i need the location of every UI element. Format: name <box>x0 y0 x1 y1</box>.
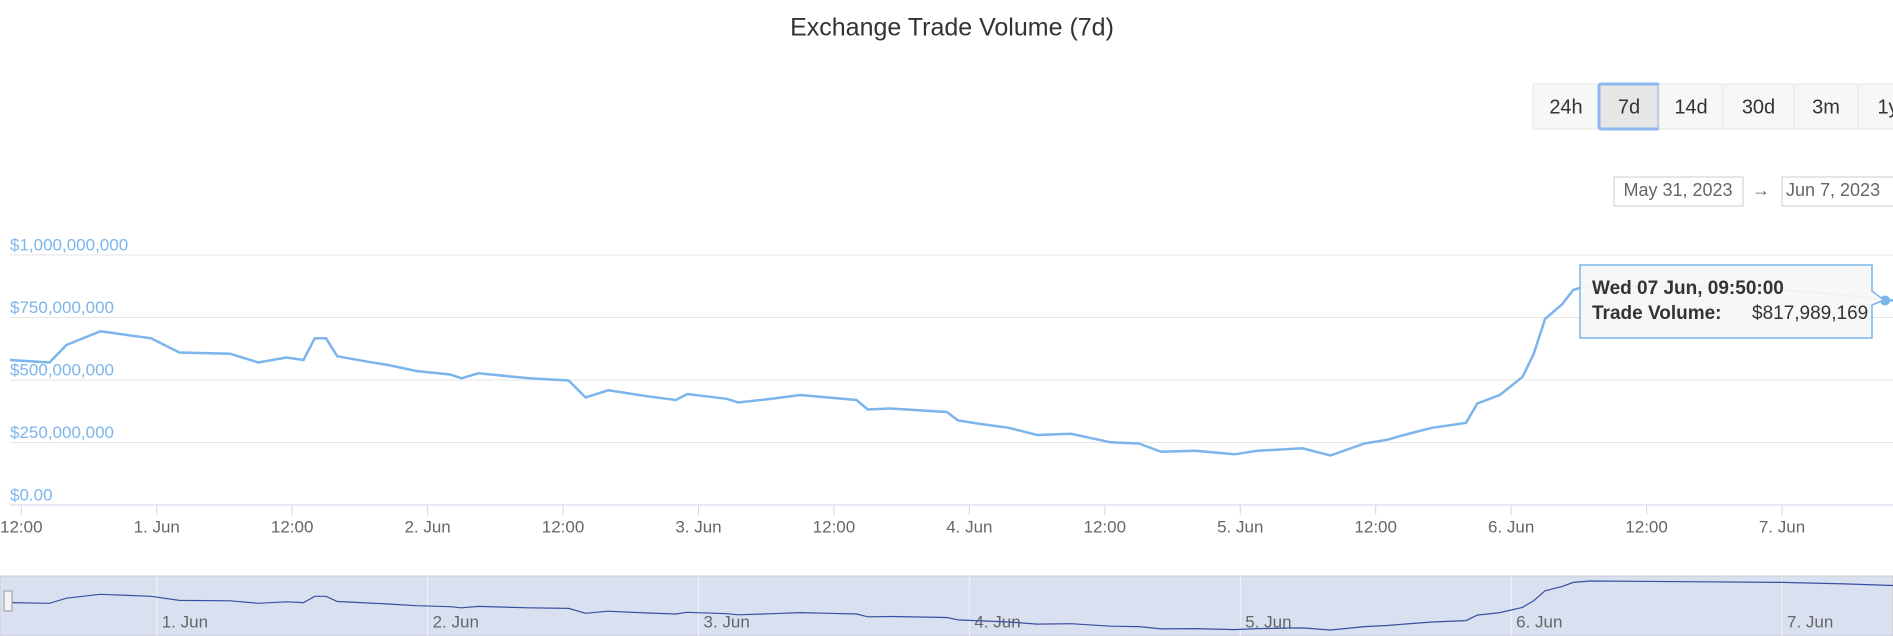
navigator-tick-label: 1. Jun <box>162 612 208 631</box>
y-tick-label: $250,000,000 <box>10 423 114 442</box>
range-button-label[interactable]: 24h <box>1549 96 1582 118</box>
range-button-label[interactable]: 30d <box>1742 96 1775 118</box>
date-input-to[interactable] <box>1781 176 1893 207</box>
x-tick-label: 12:00 <box>1625 517 1668 536</box>
x-tick-label: 4. Jun <box>946 517 992 536</box>
x-tick-label: 12:00 <box>542 517 585 536</box>
x-tick-label: 3. Jun <box>675 517 721 536</box>
date-arrow: → <box>1752 180 1770 200</box>
y-tick-label: $1,000,000,000 <box>10 235 128 254</box>
range-button-label[interactable]: 14d <box>1674 96 1707 118</box>
x-tick-label: 6. Jun <box>1488 517 1534 536</box>
navigator-tick-label: 3. Jun <box>703 612 749 631</box>
navigator-tick-label: 5. Jun <box>1245 612 1291 631</box>
navigator-background <box>0 575 1893 636</box>
x-tick-label: 2. Jun <box>404 517 450 536</box>
x-tick-label: 12:00 <box>1354 517 1397 536</box>
x-tick-label: 12:00 <box>0 517 43 536</box>
y-tick-label: $500,000,000 <box>10 360 114 379</box>
navigator-line <box>9 580 1893 631</box>
range-button-label[interactable]: 1y <box>1877 96 1893 118</box>
range-button[interactable] <box>1857 83 1893 130</box>
y-tick-label: $750,000,000 <box>10 298 114 317</box>
x-tick-label: 7. Jun <box>1759 517 1805 536</box>
navigator-tick-label: 7. Jun <box>1787 612 1833 631</box>
x-tick-label: 5. Jun <box>1217 517 1263 536</box>
tooltip-label: Trade Volume: <box>1592 303 1722 324</box>
date-from[interactable]: May 31, 2023 <box>1623 180 1732 200</box>
y-tick-label: $0.00 <box>10 485 53 504</box>
chart-title: Exchange Trade Volume (7d) <box>790 14 1114 42</box>
data-line <box>9 283 1893 457</box>
date-input-from[interactable] <box>1613 176 1744 207</box>
tooltip-box <box>1579 264 1886 339</box>
tooltip-value: $817,989,169 <box>1752 303 1868 324</box>
x-tick-label: 1. Jun <box>134 517 180 536</box>
range-button-label[interactable]: 3m <box>1812 96 1840 118</box>
navigator-tick-label: 6. Jun <box>1516 612 1562 631</box>
navigator-handle[interactable] <box>3 590 13 612</box>
tooltip-title: Wed 07 Jun, 09:50:00 <box>1592 278 1784 299</box>
x-tick-label: 12:00 <box>813 517 856 536</box>
navigator-tick-label: 2. Jun <box>433 612 479 631</box>
x-tick-label: 12:00 <box>1084 517 1127 536</box>
date-to[interactable]: Jun 7, 2023 <box>1786 180 1880 200</box>
x-tick-label: 12:00 <box>271 517 314 536</box>
range-button-label[interactable]: 7d <box>1618 96 1640 118</box>
